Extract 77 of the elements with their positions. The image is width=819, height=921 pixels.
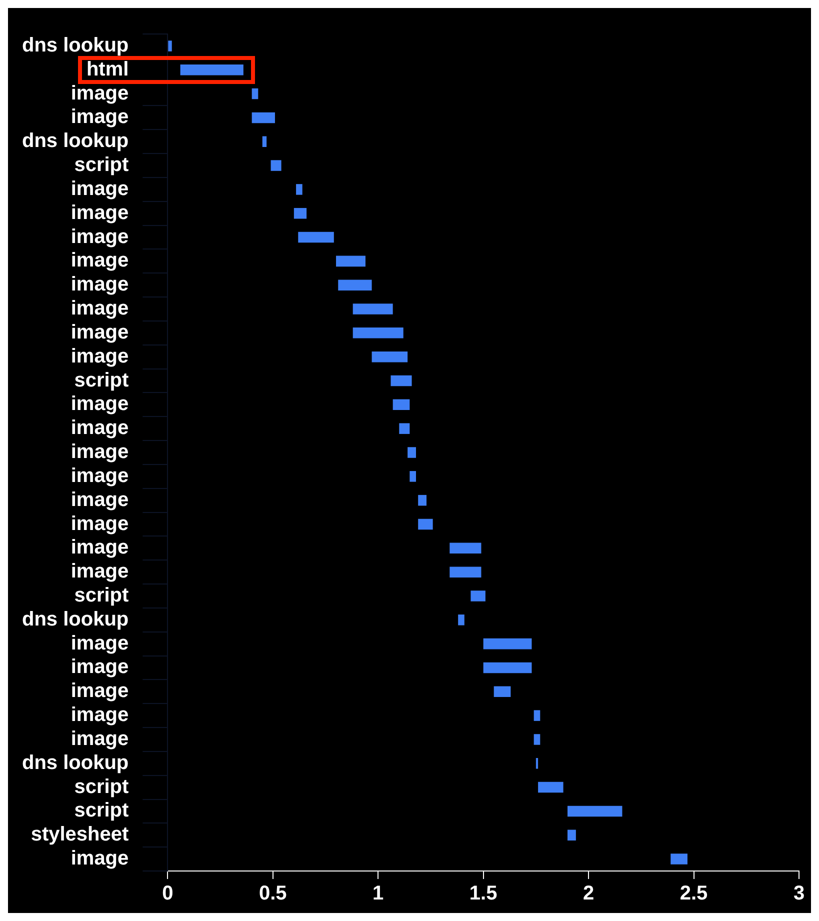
bar bbox=[298, 232, 334, 243]
y-tick-label: image bbox=[70, 274, 129, 296]
bar bbox=[296, 184, 302, 195]
x-tick-label: 1 bbox=[372, 882, 384, 905]
bar bbox=[270, 160, 282, 171]
y-tick-label: image bbox=[70, 656, 129, 678]
x-tick-label: 2 bbox=[582, 882, 594, 905]
y-tick-label: image bbox=[70, 417, 129, 440]
bar bbox=[399, 423, 410, 434]
bar bbox=[483, 638, 532, 650]
y-tick-label: dns lookup bbox=[22, 608, 129, 630]
bar bbox=[568, 830, 576, 841]
bar bbox=[352, 328, 404, 338]
y-tick-label: dns lookup bbox=[22, 752, 129, 774]
x-tick-label: 1.5 bbox=[469, 882, 498, 905]
bar bbox=[538, 782, 564, 793]
x-tick-label: 0 bbox=[162, 882, 174, 905]
bar bbox=[392, 399, 410, 410]
bar bbox=[450, 542, 482, 554]
y-tick-label: image bbox=[70, 680, 129, 702]
y-tick-label: image bbox=[70, 512, 129, 535]
bar bbox=[536, 758, 538, 769]
bar bbox=[372, 351, 408, 362]
bar bbox=[483, 662, 532, 674]
y-tick-label: image bbox=[70, 82, 129, 104]
bar bbox=[418, 518, 433, 530]
bar bbox=[534, 734, 540, 745]
bar bbox=[408, 447, 416, 458]
y-tick-label: image bbox=[70, 226, 129, 248]
bar bbox=[458, 614, 464, 626]
y-tick-label: dns lookup bbox=[22, 34, 129, 56]
y-tick-label: image bbox=[70, 704, 129, 726]
bar bbox=[410, 471, 416, 482]
y-tick-label: html bbox=[86, 58, 129, 80]
bar bbox=[252, 112, 275, 124]
y-tick-label: script bbox=[74, 800, 129, 822]
bar bbox=[494, 686, 511, 698]
y-tick-label: image bbox=[70, 464, 129, 487]
y-tick-label: image bbox=[70, 106, 129, 128]
bar bbox=[252, 88, 258, 100]
x-tick-label: 3 bbox=[793, 882, 805, 905]
bar bbox=[168, 40, 172, 52]
bar bbox=[670, 854, 688, 864]
y-tick-label: script bbox=[74, 776, 129, 798]
y-tick-label: image bbox=[70, 488, 129, 511]
x-tick-label: 0.5 bbox=[258, 882, 287, 905]
bar bbox=[470, 590, 486, 602]
bar bbox=[338, 280, 372, 290]
y-tick-label: image bbox=[70, 848, 129, 870]
y-tick-label: image bbox=[70, 393, 129, 416]
bar bbox=[336, 256, 366, 267]
bar bbox=[390, 375, 412, 386]
y-tick-label: image bbox=[70, 441, 129, 464]
bar bbox=[450, 566, 482, 578]
y-tick-label: image bbox=[70, 536, 129, 559]
bar bbox=[568, 806, 622, 817]
y-tick-label: dns lookup bbox=[22, 130, 129, 152]
y-tick-label: image bbox=[70, 560, 129, 583]
y-tick-label: image bbox=[70, 202, 129, 224]
bar bbox=[180, 64, 244, 76]
bar bbox=[534, 710, 540, 721]
y-tick-label: image bbox=[70, 728, 129, 750]
y-tick-label: image bbox=[70, 250, 129, 272]
y-tick-label: script bbox=[74, 154, 129, 176]
y-tick-label: script bbox=[74, 369, 129, 392]
y-tick-label: image bbox=[70, 298, 129, 320]
bar bbox=[294, 208, 307, 219]
bar bbox=[352, 304, 393, 314]
y-tick-label: script bbox=[74, 584, 129, 606]
y-tick-label: image bbox=[70, 321, 129, 344]
y-tick-label: stylesheet bbox=[30, 824, 129, 846]
y-tick-label: image bbox=[70, 178, 129, 200]
x-tick-label: 2.5 bbox=[680, 882, 708, 905]
bar bbox=[418, 494, 427, 506]
y-tick-label: image bbox=[70, 632, 129, 654]
y-tick-label: image bbox=[70, 345, 129, 368]
bar bbox=[262, 136, 267, 147]
